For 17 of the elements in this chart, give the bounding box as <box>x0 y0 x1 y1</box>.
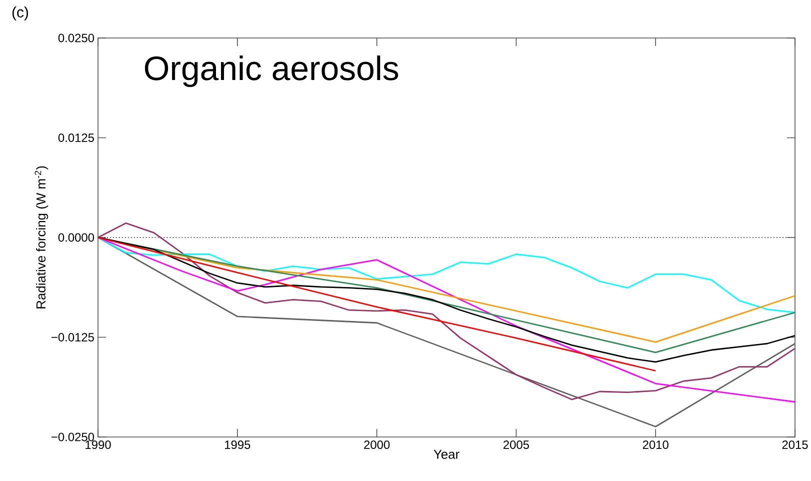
y-tick-label: −0.0125 <box>52 333 94 342</box>
x-tick-label: 2005 <box>504 440 529 449</box>
y-tick-label: 0.0250 <box>58 34 94 42</box>
x-tick-label: 2010 <box>642 440 668 449</box>
text: (c) <box>12 6 28 20</box>
y-axis-title: Radiative forcing (W m$^{-2}$) <box>34 166 48 308</box>
x-tick-label: 2015 <box>782 440 808 449</box>
chart-title: Organic aerosols <box>144 55 398 88</box>
line-series <box>97 236 656 372</box>
y-tick-label: −0.0250 <box>52 432 94 442</box>
y-tick-label: 0.0125 <box>58 134 94 142</box>
line-series <box>97 236 796 314</box>
y-tick-label: 0.0000 <box>58 233 94 242</box>
x-tick-label: 1990 <box>86 440 111 449</box>
x-axis-title: Year <box>434 450 460 459</box>
x-tick-label: 1995 <box>225 440 250 449</box>
x-tick-label: 2000 <box>364 440 390 449</box>
